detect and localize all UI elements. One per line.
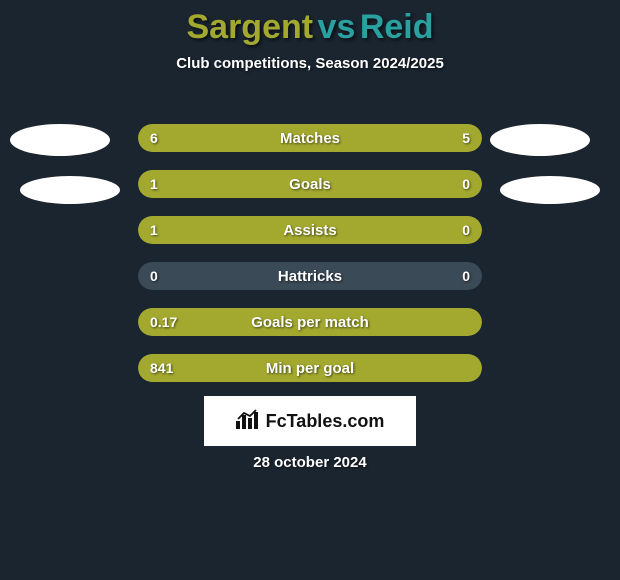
bar-label: Min per goal <box>138 354 482 382</box>
title-player1: Sargent <box>186 8 313 46</box>
bar-label: Hattricks <box>138 262 482 290</box>
subtitle: Club competitions, Season 2024/2025 <box>0 55 620 72</box>
logo-box: FcTables.com <box>204 396 416 446</box>
avatar-right-1 <box>500 176 600 204</box>
bar-label: Assists <box>138 216 482 244</box>
avatar-left-1 <box>20 176 120 204</box>
logo-text: FcTables.com <box>266 411 385 432</box>
bar-label: Goals <box>138 170 482 198</box>
bar-row-4: 0.17Goals per match <box>138 308 482 336</box>
chart-icon <box>236 409 260 434</box>
bar-row-5: 841Min per goal <box>138 354 482 382</box>
comparison-bars: 65Matches 10Goals 10Assists 00Hattricks 0.17… <box>138 124 482 400</box>
title: Sargent vs Reid <box>0 0 620 47</box>
title-vs: vs <box>318 8 356 46</box>
avatar-right-0 <box>490 124 590 156</box>
avatar-left-0 <box>10 124 110 156</box>
title-player2: Reid <box>360 8 434 46</box>
bar-row-1: 10Goals <box>138 170 482 198</box>
date-line: 28 october 2024 <box>0 454 620 471</box>
bar-row-3: 00Hattricks <box>138 262 482 290</box>
bar-row-0: 65Matches <box>138 124 482 152</box>
bar-row-2: 10Assists <box>138 216 482 244</box>
bar-label: Goals per match <box>138 308 482 336</box>
bar-label: Matches <box>138 124 482 152</box>
